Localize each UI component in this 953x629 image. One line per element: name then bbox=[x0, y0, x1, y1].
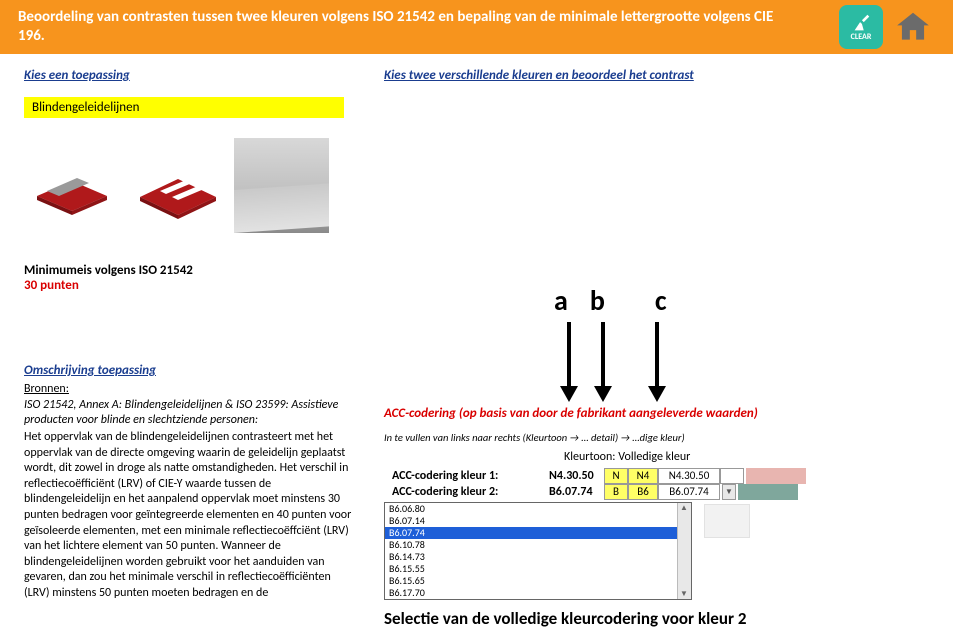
acc-table: ACC-codering kleur 1: N4.30.50 N N4 N4.3… bbox=[384, 468, 929, 500]
acc-row1-label: ACC-codering kleur 1: bbox=[384, 469, 549, 483]
label-b: b bbox=[590, 283, 605, 318]
label-a: a bbox=[554, 283, 568, 318]
choose-application-link[interactable]: Kies een toepassing bbox=[24, 68, 130, 83]
acc-row1-b[interactable]: N4 bbox=[628, 468, 658, 484]
minimum-requirement: Minimumeis volgens ISO 21542 30 punten bbox=[24, 263, 354, 293]
selection-caption: Selectie van de volledige kleurcodering … bbox=[384, 608, 929, 629]
thumbnail-2 bbox=[129, 138, 224, 233]
acc-row-1: ACC-codering kleur 1: N4.30.50 N N4 N4.3… bbox=[384, 468, 929, 484]
home-button[interactable] bbox=[891, 5, 935, 49]
acc-row2-c[interactable]: B6.07.74 bbox=[658, 484, 720, 500]
description-body: Het oppervlak van de blindengeleidelijne… bbox=[24, 430, 354, 602]
arrow-b bbox=[596, 322, 610, 402]
choose-colors-link[interactable]: Kies twee verschillende kleuren en beoor… bbox=[384, 68, 694, 83]
min-req-title: Minimumeis volgens ISO 21542 bbox=[24, 263, 354, 278]
iso-reference: ISO 21542, Annex A: Blindengeleidelijnen… bbox=[24, 398, 354, 428]
page-title: Beoordeling van contrasten tussen twee k… bbox=[18, 8, 798, 46]
dropdown-option[interactable]: B6.14.73 bbox=[385, 551, 691, 563]
min-req-value: 30 punten bbox=[24, 278, 354, 293]
left-column: Kies een toepassing Blindengeleidelijnen bbox=[24, 68, 354, 629]
description-heading: Omschrijving toepassing bbox=[24, 363, 354, 378]
dropdown-option[interactable]: B6.10.78 bbox=[385, 539, 691, 551]
scrollbar[interactable] bbox=[677, 503, 691, 599]
thumbnail-1 bbox=[24, 138, 119, 233]
arrow-c bbox=[650, 322, 664, 402]
right-column: Kies twee verschillende kleuren en beoor… bbox=[384, 68, 929, 629]
clear-label: CLEAR bbox=[851, 32, 872, 42]
dropdown-option[interactable]: B6.06.80 bbox=[385, 503, 691, 515]
tile-icon bbox=[132, 151, 222, 221]
label-c: c bbox=[655, 283, 667, 318]
sources-label: Bronnen: bbox=[24, 382, 354, 396]
acc-row2-label: ACC-codering kleur 2: bbox=[384, 485, 549, 499]
thumbnail-3 bbox=[234, 138, 329, 233]
result-placeholder bbox=[704, 504, 750, 538]
header-bar: Beoordeling van contrasten tussen twee k… bbox=[0, 0, 953, 54]
dropdown-toggle-icon[interactable]: ▼ bbox=[722, 484, 736, 500]
dropdown-option[interactable]: B6.15.65 bbox=[385, 575, 691, 587]
arrow-group bbox=[544, 322, 929, 412]
acc-subnote: In te vullen van links naar rechts (Kleu… bbox=[384, 431, 929, 444]
swatch-color-1 bbox=[746, 468, 806, 484]
content: Kies een toepassing Blindengeleidelijnen bbox=[0, 54, 953, 629]
tile-icon bbox=[27, 151, 117, 221]
broom-icon bbox=[850, 12, 872, 34]
acc-row2-b[interactable]: B6 bbox=[628, 484, 658, 500]
thumbnail-row bbox=[24, 138, 354, 233]
acc-row1-c[interactable]: N4.30.50 bbox=[658, 468, 720, 484]
color2-dropdown-list[interactable]: B6.06.80B6.07.14B6.07.74B6.10.78B6.14.73… bbox=[384, 502, 692, 600]
acc-row-2: ACC-codering kleur 2: B6.07.74 B B6 B6.0… bbox=[384, 484, 929, 500]
acc-row2-code: B6.07.74 bbox=[549, 485, 604, 499]
arrow-a bbox=[562, 322, 576, 402]
application-dropdown[interactable]: Blindengeleidelijnen bbox=[24, 97, 344, 118]
header-icons: CLEAR bbox=[839, 5, 935, 49]
dropdown-option[interactable]: B6.07.14 bbox=[385, 515, 691, 527]
acc-row1-code: N4.30.50 bbox=[549, 469, 604, 483]
abc-labels: a b c bbox=[554, 283, 929, 318]
acc-tone-note: Kleurtoon: Volledige kleur bbox=[564, 450, 929, 464]
acc-tone-prefix: Kleurtoon: bbox=[564, 450, 616, 464]
home-icon bbox=[894, 8, 932, 46]
acc-row1-extra bbox=[720, 468, 744, 484]
dropdown-option[interactable]: B6.17.70 bbox=[385, 587, 691, 599]
dropdown-option[interactable]: B6.15.55 bbox=[385, 563, 691, 575]
acc-row1-a[interactable]: N bbox=[604, 468, 628, 484]
swatch-color-2 bbox=[738, 484, 798, 500]
dropdown-option[interactable]: B6.07.74 bbox=[385, 527, 691, 539]
acc-row2-a[interactable]: B bbox=[604, 484, 628, 500]
acc-tone-value: Volledige kleur bbox=[618, 450, 690, 464]
clear-button[interactable]: CLEAR bbox=[839, 5, 883, 49]
